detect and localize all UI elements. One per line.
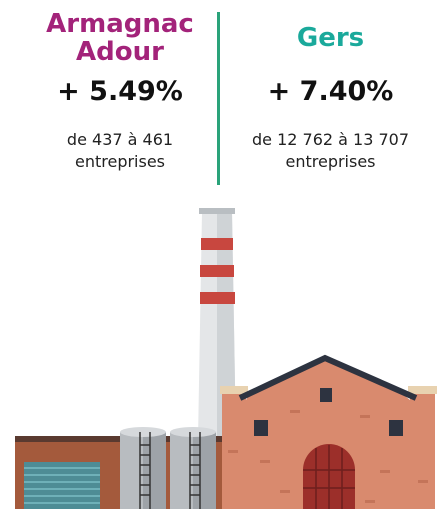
page: Armagnac Adour + 5.49% de 437 à 461 entr… [0, 0, 437, 509]
factory-illustration [0, 0, 437, 509]
